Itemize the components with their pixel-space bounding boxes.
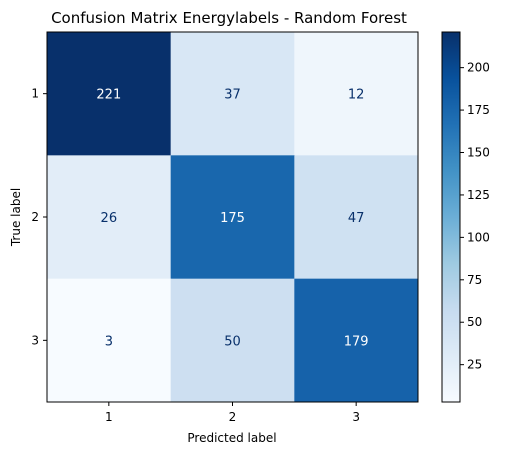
cell-value-r1-c2: 37	[224, 88, 241, 103]
cell-value-r1-c1: 221	[96, 88, 121, 103]
cell-r2-c3	[294, 155, 419, 280]
colorbar	[441, 31, 461, 403]
heatmap-cells	[47, 32, 419, 403]
colorbar-tick-label: 200	[467, 61, 490, 75]
y-tick-label: 3	[31, 333, 39, 347]
cell-r3-c3	[294, 278, 419, 403]
y-axis-ticks: 1 2 3	[31, 87, 47, 347]
colorbar-tick-label: 50	[467, 315, 482, 329]
cell-value-r3-c2: 50	[224, 334, 241, 349]
colorbar-tick-label: 75	[467, 273, 482, 287]
cell-value-r1-c3: 12	[348, 88, 365, 103]
y-axis-label: True label	[9, 188, 23, 247]
cell-r2-c2	[170, 155, 295, 280]
cell-r1-c2	[170, 32, 295, 156]
colorbar-tick-label: 25	[467, 358, 482, 372]
colorbar-tick-label: 175	[467, 103, 490, 117]
cell-r1-c1	[47, 32, 172, 156]
cell-value-r2-c3: 47	[348, 211, 365, 226]
cell-value-r2-c2: 175	[220, 211, 245, 226]
x-tick-label: 3	[352, 410, 360, 424]
cell-r1-c3	[294, 32, 419, 156]
cell-value-r3-c3: 179	[344, 334, 369, 349]
chart-title: Confusion Matrix Energylabels - Random F…	[51, 9, 407, 27]
colorbar-tick-label: 100	[467, 230, 490, 244]
y-tick-label: 2	[31, 210, 39, 224]
cell-r2-c1	[47, 155, 172, 280]
cell-value-r2-c1: 26	[101, 211, 118, 226]
cell-r3-c1	[47, 278, 172, 403]
cell-r3-c2	[170, 278, 295, 403]
colorbar-ticks: 25 50 75 100 125 150 175 200	[460, 61, 490, 372]
x-tick-label: 1	[105, 410, 113, 424]
x-axis-ticks: 1 2 3	[105, 402, 360, 424]
y-tick-label: 1	[31, 87, 39, 101]
x-axis-label: Predicted label	[187, 431, 276, 445]
x-tick-label: 2	[229, 410, 237, 424]
heatmap-cell-labels: 221 37 12 26 175 47 3 50 179	[96, 88, 368, 350]
colorbar-tick-label: 125	[467, 188, 490, 202]
cell-value-r3-c1: 3	[105, 334, 113, 349]
colorbar-tick-label: 150	[467, 146, 490, 160]
